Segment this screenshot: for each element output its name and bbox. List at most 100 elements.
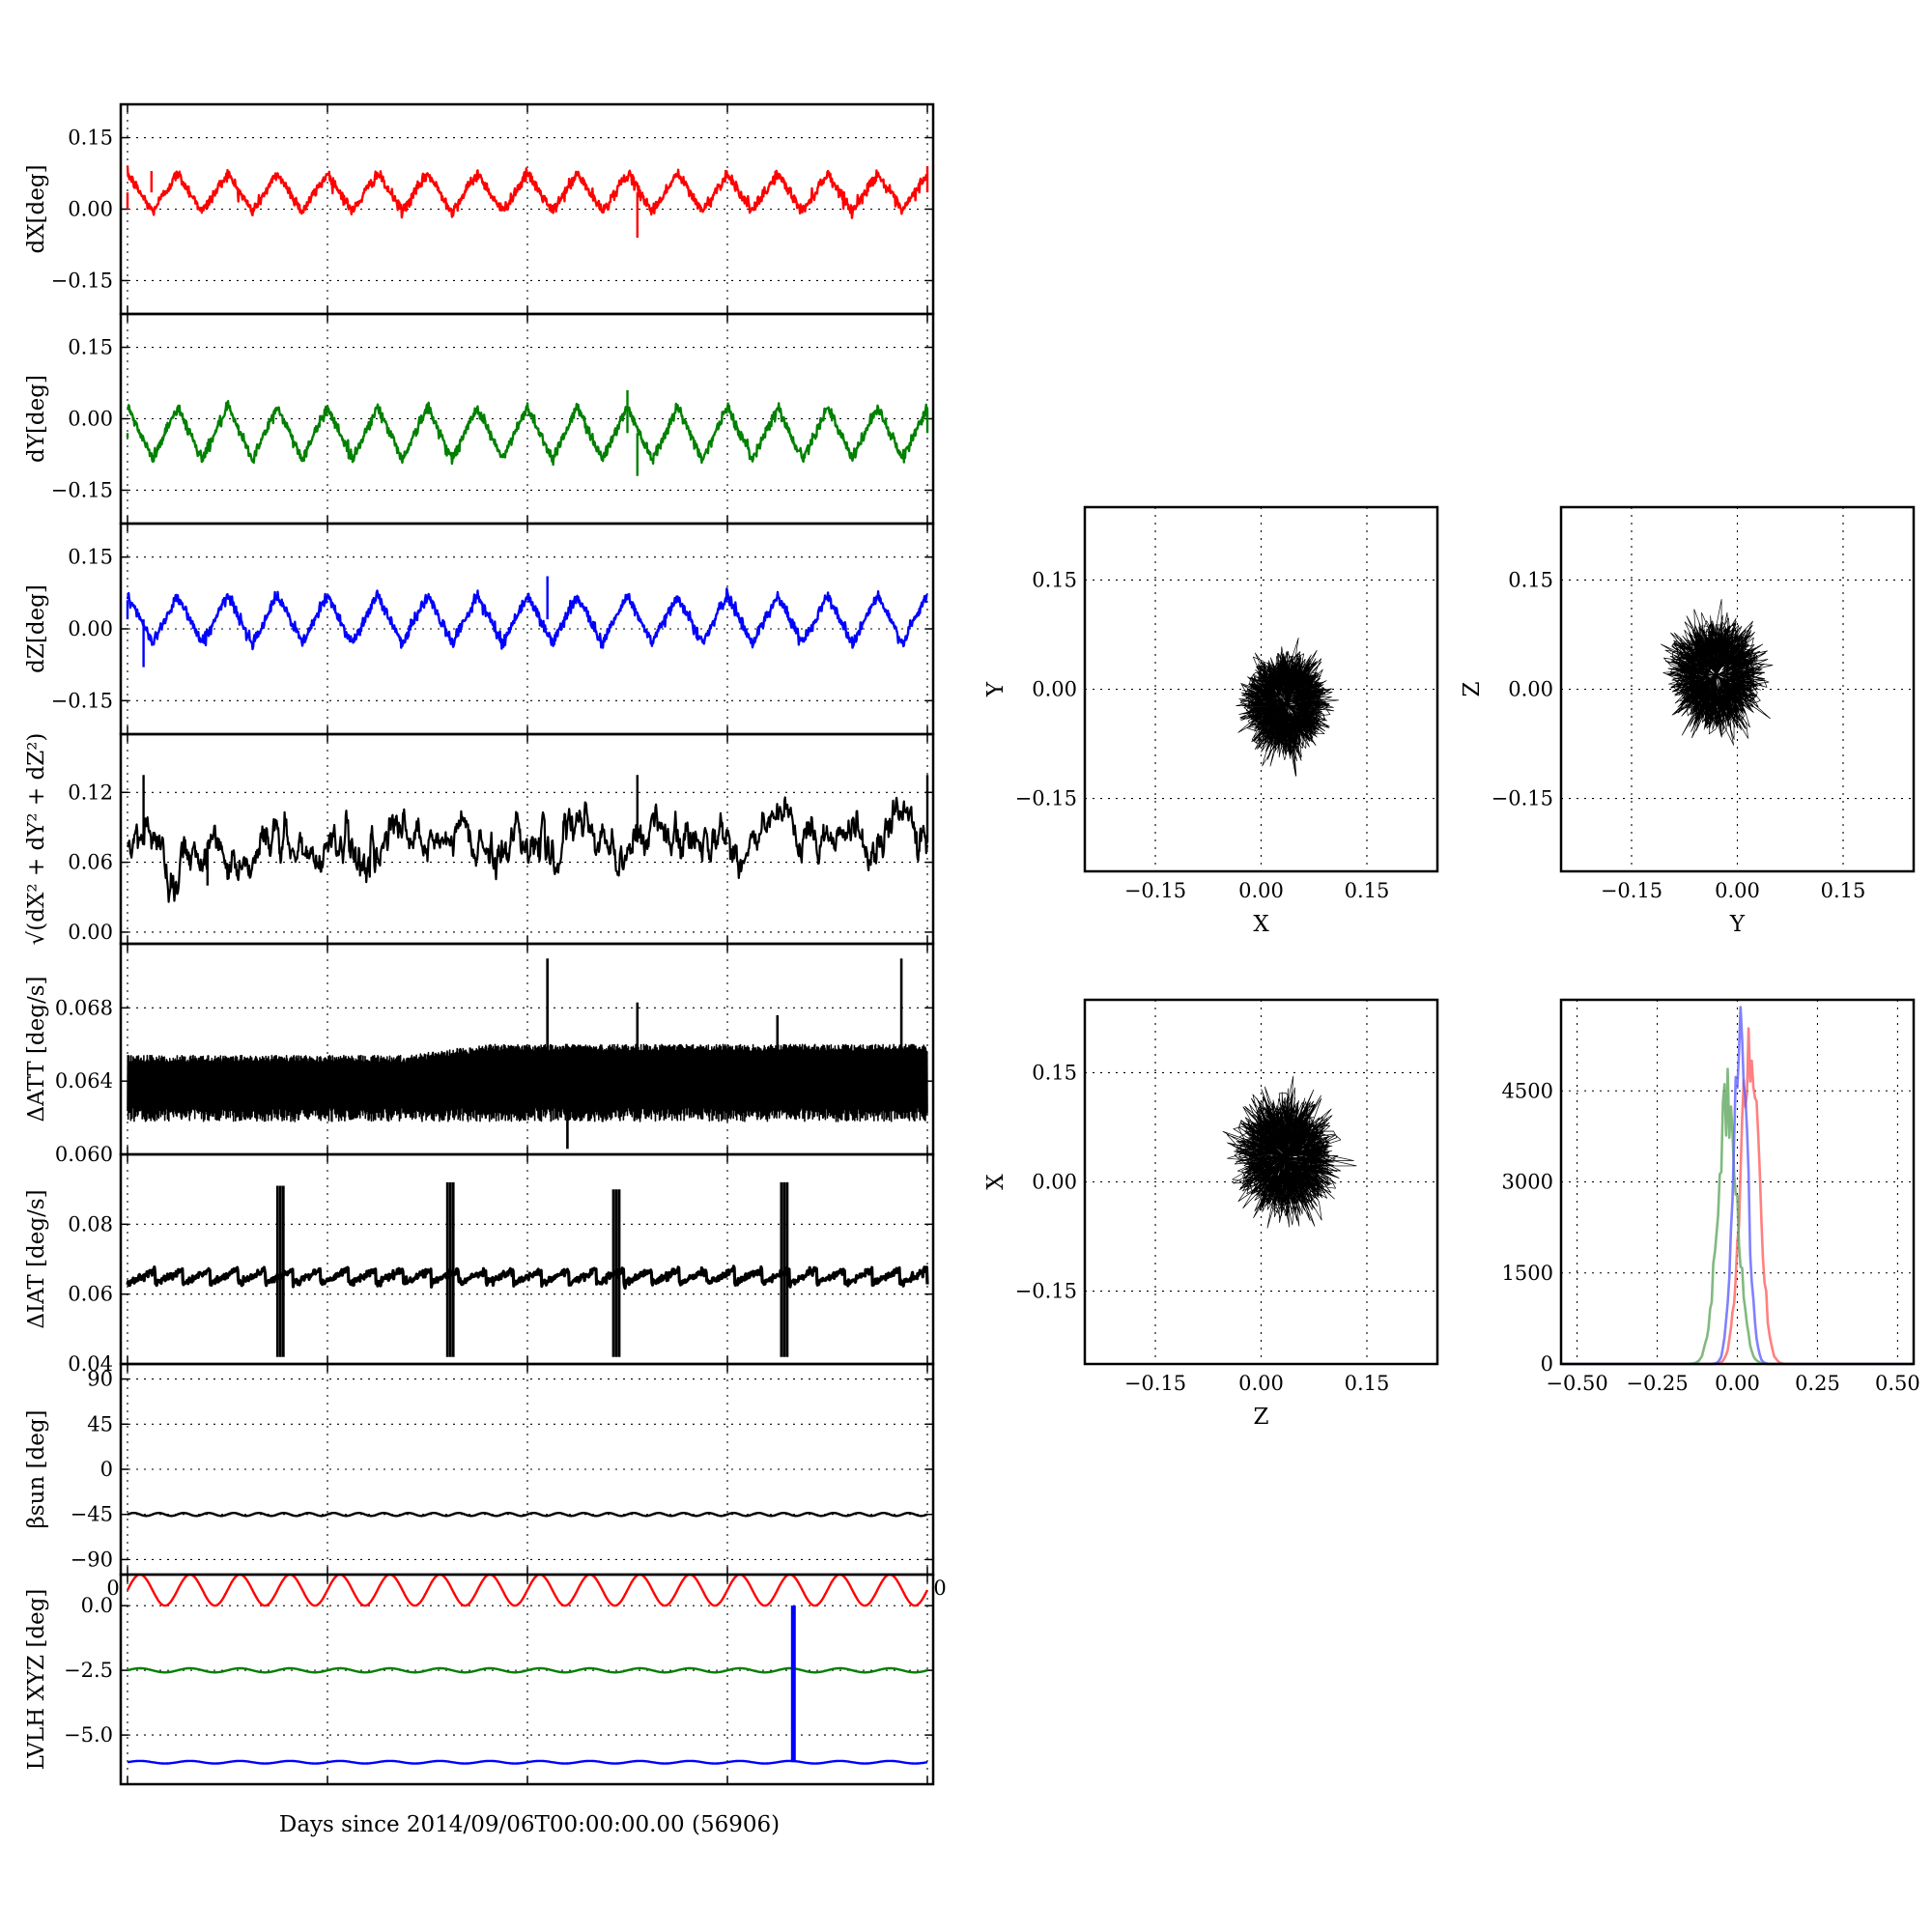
scatter-yz-trace	[1661, 599, 1774, 746]
scatter-zx-ytick-label: −0.15	[1015, 1280, 1077, 1303]
scatter-yz-xtick-label: −0.15	[1601, 879, 1662, 902]
scatter-xy: −0.15 −0.15 0.00 0.00 0.15 0.15 X Y	[983, 505, 1439, 937]
panel-beta-ytick-label: 0	[100, 1458, 113, 1481]
scatter-xy-xtick-label: 0.15	[1345, 879, 1390, 902]
scatter-zx-xtick-label: 0.15	[1345, 1372, 1390, 1395]
panel-lvlh-ytick-label: 0.0	[81, 1594, 113, 1617]
panel-dx-ytick-label: 0.15	[68, 127, 113, 150]
panel-rss: 0.00 0.06 0.12 √(dX² + dY² + dZ²)	[24, 733, 935, 946]
scatter-yz-xlabel: Y	[1729, 912, 1746, 937]
scatter-zx-xtick-label: 0.00	[1238, 1372, 1284, 1395]
histogram-xtick-label: −0.50	[1546, 1372, 1607, 1395]
panel-dz-ytick-label: −0.15	[51, 689, 113, 712]
panel-dz-ylabel: dZ[deg]	[24, 584, 49, 673]
panel-datt: 0.060 0.064 0.068 ΔATT [deg/s]	[24, 942, 935, 1166]
panel-lvlh-series-0	[126, 1573, 929, 1607]
scatter-zx-ylabel: X	[983, 1174, 1009, 1190]
panel-rss-ytick-label: 0.12	[68, 781, 113, 804]
panel-lvlh: −5.0 −2.5 0.0 LVLH XYZ [deg]	[24, 1573, 935, 1786]
scatter-zx-ytick-label: 0.00	[1032, 1171, 1077, 1194]
panel-beta-ytick-label: −45	[71, 1503, 113, 1526]
panel-rss-series-line	[126, 796, 929, 903]
scatter-yz-ylabel: Z	[1460, 681, 1485, 696]
panel-dx-ylabel: dX[deg]	[24, 164, 49, 253]
histogram-xtick-label: −0.25	[1626, 1372, 1688, 1395]
panel-dy: −0.15 0.00 0.15 dY[deg]	[24, 312, 935, 526]
histogram-ytick-label: 4500	[1502, 1079, 1553, 1102]
scatter-zx-frame	[1083, 998, 1439, 1366]
panel-beta-ylabel: βsun [deg]	[24, 1409, 49, 1528]
panel-lvlh-series-2	[127, 1759, 928, 1765]
scatter-yz-frame	[1559, 505, 1916, 873]
panel-beta-series-line	[127, 1512, 928, 1518]
panel-dx-series-line	[126, 165, 928, 219]
scatter-xy-xtick-label: −0.15	[1124, 879, 1186, 902]
scatter-zx: −0.15 −0.15 0.00 0.00 0.15 0.15 Z X	[983, 998, 1439, 1430]
panel-diat-series-line	[126, 1264, 929, 1291]
panel-dy-ytick-label: 0.15	[68, 336, 113, 359]
panel-dy-ytick-label: −0.15	[51, 478, 113, 501]
panel-dy-ylabel: dY[deg]	[24, 375, 49, 463]
panel-beta-ytick-label: 90	[87, 1368, 113, 1391]
scatter-xy-ytick-label: −0.15	[1015, 787, 1077, 810]
histogram-ytick-label: 1500	[1502, 1262, 1553, 1285]
histogram-ytick-label: 0	[1541, 1352, 1553, 1376]
scatter-xy-frame	[1083, 505, 1439, 873]
scatter-zx-xtick-label: −0.15	[1124, 1372, 1186, 1395]
panel-diat-ytick-label: 0.04	[68, 1352, 113, 1376]
scatter-xy-ytick-label: 0.00	[1032, 678, 1077, 701]
panel-diat-ylabel: ΔIAT [deg/s]	[24, 1189, 49, 1328]
panel-diat-ytick-label: 0.06	[68, 1283, 113, 1306]
scatter-xy-xtick-label: 0.00	[1238, 879, 1284, 902]
panel-datt-ytick-label: 0.060	[55, 1143, 113, 1166]
histogram-frame	[1559, 998, 1916, 1366]
panel-dy-ytick-label: 0.00	[68, 408, 113, 431]
histogram-xtick-label: 0.50	[1875, 1372, 1920, 1395]
panel-diat-ytick-label: 0.08	[68, 1212, 113, 1236]
panel-dx-ytick-label: 0.00	[68, 198, 113, 221]
panel-datt-ylabel: ΔATT [deg/s]	[24, 977, 49, 1122]
scatter-xy-xlabel: X	[1253, 912, 1269, 937]
histogram: −0.50 −0.25 0.00 0.25 0.50 0 1500 3000 4500	[1502, 998, 1920, 1395]
panel-lvlh-ylabel: LVLH XYZ [deg]	[24, 1589, 49, 1771]
scatter-yz-ytick-label: 0.15	[1508, 568, 1553, 591]
scatter-yz-ytick-label: 0.00	[1508, 678, 1553, 701]
panel-beta-corner-label: 0	[933, 1577, 946, 1600]
panel-dy-series-line	[126, 400, 929, 467]
scatter-zx-trace	[1222, 1075, 1357, 1229]
panel-beta-corner-label: 0	[106, 1577, 119, 1600]
panel-lvlh-ytick-label: −5.0	[64, 1723, 113, 1747]
scatter-yz-ytick-label: −0.15	[1492, 787, 1553, 810]
scatter-zx-xlabel: Z	[1254, 1405, 1269, 1430]
histogram-ytick-label: 3000	[1502, 1171, 1553, 1194]
scatter-yz: −0.15 −0.15 0.00 0.00 0.15 0.15 Y Z	[1460, 505, 1916, 937]
panel-beta: −90 −45 0 45 90 0 0 βsun [deg]	[24, 1362, 947, 1600]
panel-diat: 0.04 0.06 0.08 ΔIAT [deg/s]	[24, 1152, 935, 1376]
panel-rss-ytick-label: 0.06	[68, 851, 113, 874]
scatter-yz-xtick-label: 0.00	[1715, 879, 1760, 902]
panel-datt-ytick-label: 0.064	[55, 1069, 113, 1093]
shared-x-axis-label: Days since 2014/09/06T00:00:00.00 (56906…	[279, 1812, 780, 1837]
panel-dz-ytick-label: 0.00	[68, 617, 113, 640]
panel-dz-ytick-label: 0.15	[68, 546, 113, 569]
panel-dz: −0.15 0.00 0.15 dZ[deg]	[24, 522, 935, 736]
panel-lvlh-frame	[119, 1573, 935, 1786]
panel-datt-ytick-label: 0.068	[55, 996, 113, 1019]
panel-dx: −0.15 0.00 0.15 dX[deg]	[24, 102, 935, 316]
panel-dz-series-line	[126, 587, 928, 651]
scatter-xy-trace	[1236, 637, 1340, 777]
panel-dx-ytick-label: −0.15	[51, 269, 113, 292]
scatter-yz-xtick-label: 0.15	[1821, 879, 1866, 902]
histogram-xtick-label: 0.00	[1715, 1372, 1760, 1395]
scatter-zx-ytick-label: 0.15	[1032, 1061, 1077, 1084]
histogram-xtick-label: 0.25	[1795, 1372, 1840, 1395]
scatter-xy-ytick-label: 0.15	[1032, 568, 1077, 591]
panel-rss-ylabel: √(dX² + dY² + dZ²)	[24, 733, 49, 946]
histogram-series-1	[1561, 1067, 1914, 1366]
panel-lvlh-ytick-label: −2.5	[64, 1659, 113, 1682]
panel-beta-ytick-label: −90	[71, 1548, 113, 1571]
panel-beta-ytick-label: 45	[87, 1412, 113, 1435]
panel-datt-series-line	[127, 1043, 928, 1122]
scatter-xy-ylabel: Y	[983, 681, 1009, 697]
